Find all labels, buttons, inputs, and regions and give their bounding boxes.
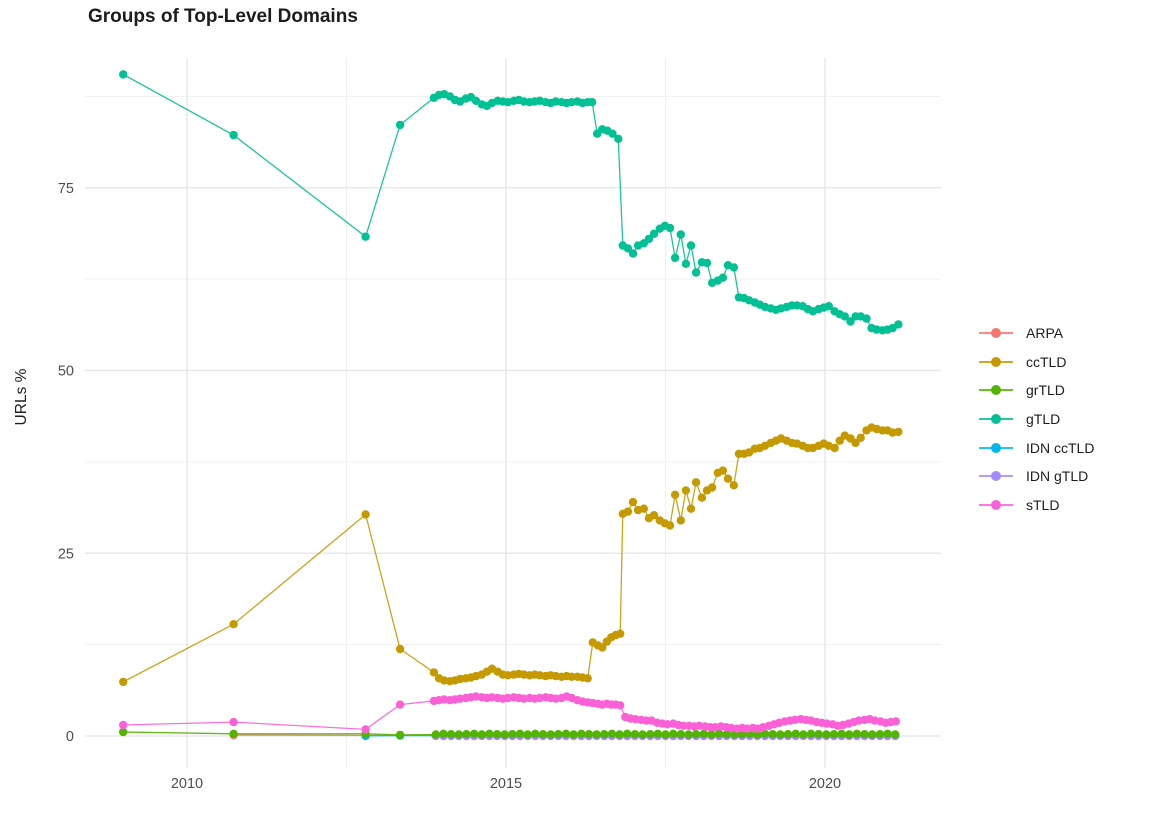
legend-key-line-dot-icon	[979, 470, 1013, 482]
y-tick-label: 50	[58, 364, 74, 380]
y-tick-label: 0	[66, 729, 74, 745]
series-cctld	[119, 423, 903, 687]
y-tick-label: 25	[58, 546, 74, 562]
x-tick-labels: 2010 2015 2020	[171, 776, 841, 792]
legend-item-stld: sTLD	[979, 491, 1094, 520]
legend-item-gtld: gTLD	[979, 405, 1094, 434]
legend-key-line-dot-icon	[979, 499, 1013, 511]
legend-key-line-dot-icon	[979, 384, 1013, 396]
legend-label: IDN ccTLD	[1026, 439, 1095, 456]
series-gtld	[119, 70, 903, 335]
legend-label: ARPA	[1026, 325, 1064, 342]
major-gridlines	[85, 58, 941, 768]
y-tick-labels: 0 25 50 75	[58, 181, 74, 745]
legend-label: ccTLD	[1026, 353, 1067, 370]
legend-label: sTLD	[1026, 496, 1060, 513]
legend-item-idn-cctld: IDN ccTLD	[979, 433, 1094, 462]
legend-key-line-dot-icon	[979, 413, 1013, 425]
legend: ARPA ccTLD grTLD gTLD IDN ccTLD IDN gTLD…	[979, 319, 1094, 519]
legend-item-arpa: ARPA	[979, 319, 1094, 348]
x-tick-label: 2010	[171, 776, 203, 792]
y-tick-label: 75	[58, 181, 74, 197]
legend-item-idn-gtld: IDN gTLD	[979, 462, 1094, 491]
legend-item-cctld: ccTLD	[979, 348, 1094, 377]
legend-key-line-dot-icon	[979, 327, 1013, 339]
legend-key-line-dot-icon	[979, 442, 1013, 454]
minor-gridlines	[85, 58, 941, 768]
series-line	[122, 426, 899, 683]
series-stld	[119, 692, 900, 734]
x-tick-label: 2015	[490, 776, 522, 792]
legend-label: IDN gTLD	[1026, 468, 1089, 485]
series-grtld	[119, 727, 900, 740]
x-tick-label: 2020	[809, 776, 841, 792]
chart-title: Groups of Top-Level Domains	[88, 6, 358, 27]
legend-key-line-dot-icon	[979, 356, 1013, 368]
legend-item-grtld: grTLD	[979, 376, 1094, 405]
series-line	[122, 73, 899, 331]
legend-label: gTLD	[1026, 411, 1061, 428]
legend-label: grTLD	[1026, 382, 1065, 399]
